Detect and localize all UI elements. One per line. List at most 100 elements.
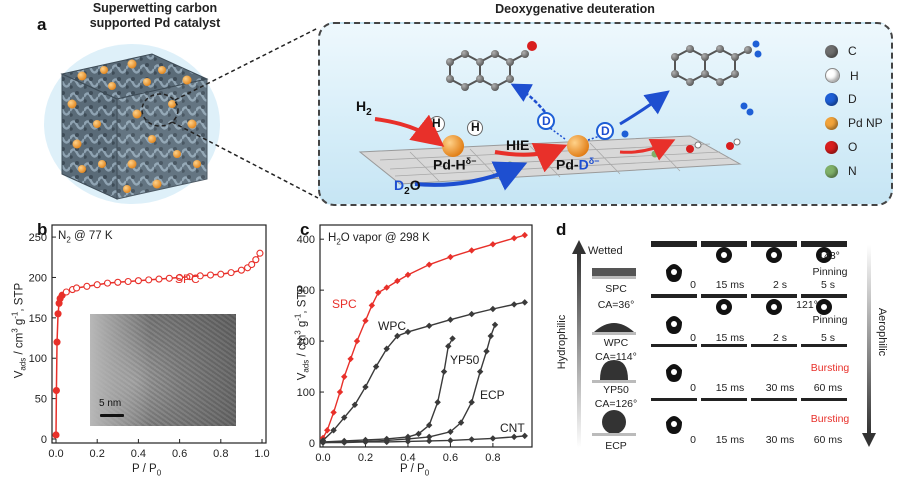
data-point [155,275,163,283]
legend-item: O [825,140,857,154]
wetted-label: Wetted [588,245,623,257]
data-point [447,253,454,261]
chart-b-annotation: N2 @ 77 K [58,230,113,244]
time-label: 0 [690,434,696,446]
legend-label: Pd NP [848,116,883,130]
chart-b-ylabel: Vads / cm3 g-1, STP [10,266,27,396]
data-point [425,433,433,441]
data-point [124,277,132,286]
chart-c-annotation: H2O vapor @ 298 K [328,232,430,246]
chart-c-label-spc: SPC [332,297,357,311]
hydrophilic-label: Hydrophilic [556,314,568,370]
h2-label: H2 [356,98,372,118]
x-tick-label: 0.8 [485,452,500,464]
y-tick-label: 100 [29,353,47,365]
y-tick-label: 400 [297,234,315,246]
sample-name-ecp: ECP [605,440,627,452]
c-xl-sub: 0 [424,468,430,478]
data-point [165,274,173,282]
c-xl-p: P / P [400,463,425,475]
data-point [425,437,433,445]
sample-ca-wpc: CA=36° [597,299,635,311]
data-point [372,363,380,370]
data-point [54,310,62,318]
d2o-label: D2O [394,177,421,197]
data-point [93,281,101,289]
b-ann-rest: @ 77 K [70,230,113,242]
data-point [449,335,456,342]
c-yl-sup1: 3 [293,330,303,335]
bubble-snapshot-grid [651,241,847,434]
panel-c-label: c [300,220,310,239]
contact-angle: 121° [796,299,818,311]
legend-swatch [825,92,838,106]
chart-c: 0 100 200 300 400 0.0 0.2 0.4 0.6 0.8 [297,224,533,464]
pd-d-label: Pd-Dδ− [556,156,599,173]
data-point [468,436,475,443]
data-point [362,317,369,324]
data-point [134,277,142,285]
data-point [457,419,465,426]
x-tick-label: 0.6 [443,452,458,464]
legend-label: D [848,92,857,106]
time-label: 15 ms [715,434,745,446]
c-ann-h: H [328,232,337,244]
pd-h-text: Pd-H [433,156,466,173]
data-point [440,368,448,375]
data-point [383,438,390,446]
row-note: Pinning [812,266,848,278]
y-tick-label: 250 [29,232,47,244]
panel-d-label: d [556,220,567,239]
catalyst-title: Superwetting carbon supported Pd catalys… [60,1,250,31]
b-yl-sub: ads [18,357,28,371]
time-label: 5 s [820,332,835,344]
pd-h-sup: δ− [465,156,477,166]
data-point [415,430,422,438]
panel-b-label: b [37,220,48,239]
c-yl-sub: ads [301,359,311,373]
x-tick-label: 0.2 [90,448,105,460]
data-point [145,276,153,284]
legend-label: O [848,140,858,154]
chart-c-label-yp50: YP50 [450,353,480,367]
d-atom-1: D [542,114,551,128]
x-tick-label: 0.0 [48,448,63,460]
c-yl-sup2: -1 [293,313,303,321]
data-point [404,328,412,336]
sample-ca-ecp: CA=126° [594,398,638,410]
sample-spc-drop [592,268,636,279]
chart-c-label-ecp: ECP [480,388,505,402]
legend-label: C [848,44,857,58]
data-point [330,427,337,434]
data-point [237,266,245,274]
data-point [362,383,369,391]
data-point [368,302,376,309]
data-point [425,261,433,268]
y-tick-label: 300 [297,285,315,297]
sample-ecp-drop [592,410,636,436]
data-point [52,386,60,395]
time-label: 30 ms [765,382,795,394]
zoom-lines [141,27,319,199]
data-point [375,289,382,296]
sample-yp50-drop [592,360,636,383]
chart-c-label-wpc: WPC [378,319,406,333]
b-yl-rest2: g [13,318,26,329]
b-xl-sub: 0 [156,468,162,478]
contact-angle: 143° [818,250,840,262]
chart-b: 0 50 100 150 200 250 0.0 0.2 0.4 0.6 0.8 1.0 [29,224,270,460]
b-yl-rest: / cm [13,332,26,358]
data-point [217,270,225,278]
h-atom-2: H [471,120,480,134]
data-point [186,273,194,281]
data-point [248,260,256,269]
b-xl-p: P / P [132,463,157,475]
legend-item: D [825,92,857,106]
h-atom-1: H [432,116,441,130]
c-yl-end: , STP [296,284,309,314]
data-point [347,355,354,363]
data-point [447,437,454,444]
c-yl-v: V [296,372,309,381]
chart-c-ylabel: Vads / cm3 g-1, STP [293,268,310,398]
c-ann-sub: 2 [336,237,341,247]
